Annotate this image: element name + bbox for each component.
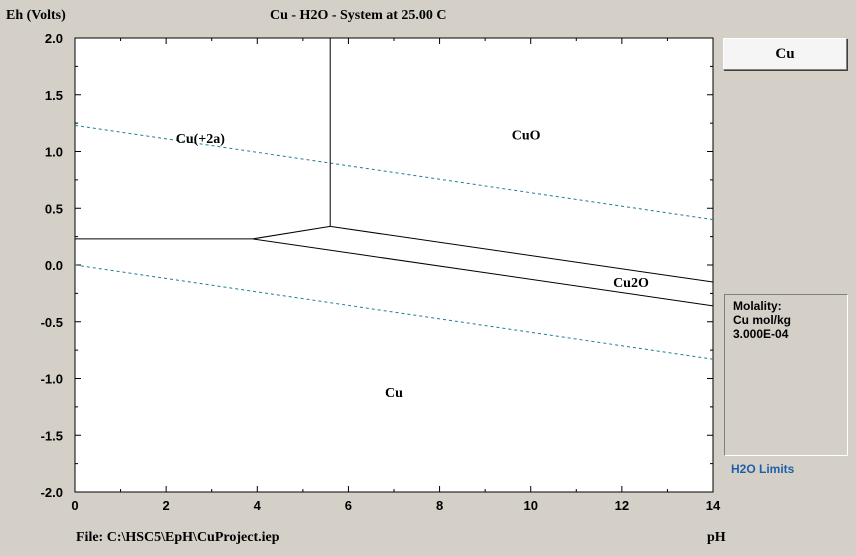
- y-tick-label: 1.5: [45, 88, 63, 103]
- y-tick-label: -1.0: [41, 372, 63, 387]
- element-select-button[interactable]: Cu: [723, 38, 847, 70]
- axis-ticks: 0 2 4 6 8 10 12 14 2.0 1.5 1.0 0.5 0.0 -0.5 -1.0 -1.5 -2…: [41, 31, 721, 513]
- x-tick-label: 8: [436, 498, 443, 513]
- phase-boundary-line: [252, 225, 331, 240]
- region-label: Cu2O: [613, 276, 649, 291]
- y-tick-label: -0.5: [41, 315, 63, 330]
- molality-title: Molality:: [733, 299, 782, 313]
- x-tick-label: 10: [523, 498, 537, 513]
- x-tick-label: 0: [71, 498, 78, 513]
- x-tick-label: 4: [254, 498, 262, 513]
- region-labels: Cu(+2a) CuO Cu2O Cu: [176, 128, 649, 401]
- x-tick-label: 6: [345, 498, 352, 513]
- file-path: File: C:\HSC5\EpH\CuProject.iep: [76, 530, 280, 545]
- y-tick-label: -1.5: [41, 428, 63, 443]
- region-label: Cu: [385, 386, 403, 401]
- region-label: Cu(+2a): [176, 132, 226, 147]
- y-tick-label: 0.0: [45, 258, 63, 273]
- x-tick-label: 12: [615, 498, 629, 513]
- h2o-limits-legend: H2O Limits: [731, 462, 795, 476]
- molality-species: Cu mol/kg: [733, 313, 792, 327]
- phase-boundary-line: [330, 225, 714, 283]
- plot-area: [74, 37, 714, 493]
- region-label: CuO: [512, 128, 541, 143]
- y-axis-title: Eh (Volts): [6, 8, 66, 23]
- x-axis-title: pH: [707, 530, 726, 545]
- x-tick-label: 14: [706, 498, 721, 513]
- molality-value: 3.000E-04: [733, 327, 789, 341]
- phase-boundary-line: [252, 238, 714, 307]
- x-tick-label: 2: [163, 498, 170, 513]
- y-tick-label: 1.0: [45, 145, 63, 160]
- chart-title: Cu - H2O - System at 25.00 C: [270, 8, 447, 23]
- phase-boundaries: [75, 38, 714, 307]
- y-tick-label: 2.0: [45, 31, 63, 46]
- molality-panel: Molality: Cu mol/kg 3.000E-04: [724, 294, 848, 456]
- y-tick-label: -2.0: [41, 485, 63, 500]
- y-tick-label: 0.5: [45, 201, 63, 216]
